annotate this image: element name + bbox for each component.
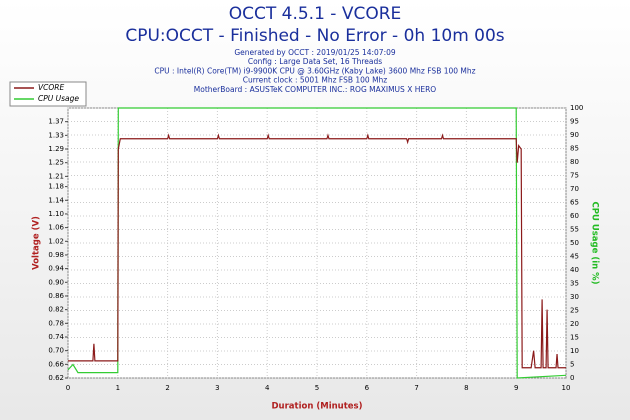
x-axis-label: Duration (Minutes) (272, 402, 363, 412)
y-tick-label: 0.94 (48, 265, 64, 273)
chart-title: OCCT 4.5.1 - VCORE (229, 4, 402, 24)
y-tick-label: 1.18 (48, 183, 64, 191)
y2-tick-label: 50 (570, 239, 579, 247)
y2-axis-label: CPU Usage (in %) (590, 201, 600, 284)
y2-tick-label: 65 (570, 199, 579, 207)
info-line: MotherBoard : ASUSTeK COMPUTER INC.: ROG… (194, 85, 437, 94)
y-tick-label: 1.14 (48, 196, 64, 204)
y-tick-label: 1.25 (48, 159, 64, 167)
y-tick-label: 0.62 (48, 374, 64, 382)
y2-tick-label: 5 (570, 361, 574, 369)
y-tick-label: 1.10 (48, 210, 64, 218)
x-tick-label: 4 (265, 384, 270, 392)
y-tick-label: 0.98 (48, 251, 64, 259)
y2-tick-label: 95 (570, 118, 579, 126)
y2-tick-label: 100 (570, 104, 583, 112)
chart-subtitle: CPU:OCCT - Finished - No Error - 0h 10m … (125, 26, 504, 46)
y-tick-label: 0.74 (48, 333, 64, 341)
y-tick-label: 0.66 (48, 360, 64, 368)
info-line: Config : Large Data Set, 16 Threads (248, 57, 382, 66)
info-line: Generated by OCCT : 2019/01/25 14:07:09 (234, 48, 396, 57)
y-tick-label: 0.90 (48, 278, 64, 286)
x-tick-label: 2 (165, 384, 169, 392)
y2-tick-label: 80 (570, 158, 579, 166)
y-tick-label: 1.02 (48, 237, 64, 245)
y-tick-label: 1.37 (48, 118, 64, 126)
x-tick-label: 0 (66, 384, 70, 392)
y2-tick-label: 85 (570, 145, 579, 153)
y2-tick-label: 0 (570, 374, 574, 382)
x-tick-label: 5 (315, 384, 319, 392)
y2-tick-label: 60 (570, 212, 579, 220)
legend-label: VCORE (38, 83, 64, 92)
y-tick-label: 1.06 (48, 224, 64, 232)
y2-tick-label: 90 (570, 131, 579, 139)
info-line: CPU : Intel(R) Core(TM) i9-9900K CPU @ 3… (154, 66, 475, 75)
y2-tick-label: 15 (570, 334, 579, 342)
y-tick-label: 0.82 (48, 306, 64, 314)
y2-tick-label: 35 (570, 280, 579, 288)
legend-box (9, 81, 87, 107)
y2-tick-label: 75 (570, 172, 579, 180)
x-tick-label: 7 (414, 384, 418, 392)
y-tick-label: 1.21 (48, 172, 64, 180)
y2-tick-label: 40 (570, 266, 579, 274)
y-tick-label: 1.33 (48, 131, 64, 139)
y-tick-label: 0.86 (48, 292, 64, 300)
y2-tick-label: 70 (570, 185, 579, 193)
x-tick-label: 3 (215, 384, 219, 392)
y2-tick-label: 25 (570, 307, 579, 315)
y-axis-label: Voltage (V) (32, 216, 42, 270)
x-tick-label: 1 (116, 384, 120, 392)
series-line (67, 107, 567, 379)
y-tick-label: 1.29 (48, 145, 64, 153)
series-line (68, 133, 566, 369)
y2-tick-label: 45 (570, 253, 579, 261)
y2-tick-label: 30 (570, 293, 579, 301)
y2-tick-label: 55 (570, 226, 579, 234)
x-tick-label: 8 (464, 384, 468, 392)
y2-tick-label: 20 (570, 320, 579, 328)
y-tick-label: 0.70 (48, 347, 64, 355)
x-tick-label: 9 (514, 384, 518, 392)
y2-tick-label: 10 (570, 347, 579, 355)
x-tick-label: 10 (562, 384, 571, 392)
info-line: Current clock : 5001 Mhz FSB 100 Mhz (243, 76, 388, 85)
x-tick-label: 6 (365, 384, 370, 392)
legend-label: CPU Usage (38, 94, 79, 103)
y-tick-label: 0.78 (48, 319, 64, 327)
